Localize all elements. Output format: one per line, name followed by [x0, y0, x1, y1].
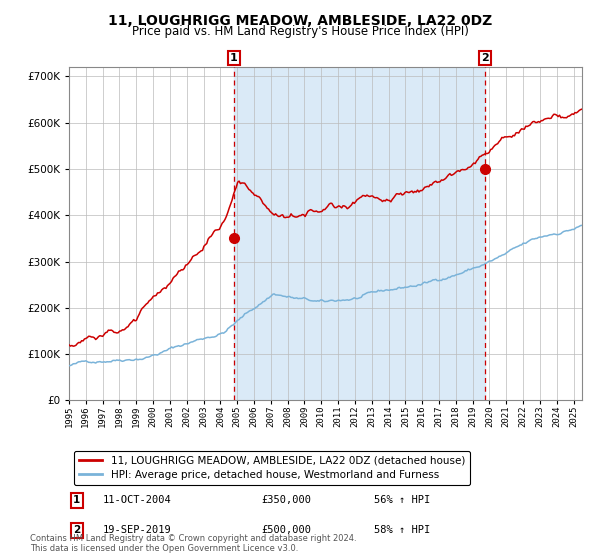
Text: 2: 2 [73, 525, 80, 535]
Text: £350,000: £350,000 [262, 496, 311, 505]
Text: 11-OCT-2004: 11-OCT-2004 [103, 496, 171, 505]
Text: 2: 2 [481, 53, 488, 63]
Text: 1: 1 [230, 53, 238, 63]
Text: 11, LOUGHRIGG MEADOW, AMBLESIDE, LA22 0DZ: 11, LOUGHRIGG MEADOW, AMBLESIDE, LA22 0D… [108, 14, 492, 28]
Text: 1: 1 [73, 496, 80, 505]
Text: £500,000: £500,000 [262, 525, 311, 535]
Text: 19-SEP-2019: 19-SEP-2019 [103, 525, 171, 535]
Text: 58% ↑ HPI: 58% ↑ HPI [374, 525, 430, 535]
Text: 56% ↑ HPI: 56% ↑ HPI [374, 496, 430, 505]
Text: Contains HM Land Registry data © Crown copyright and database right 2024.
This d: Contains HM Land Registry data © Crown c… [30, 534, 356, 553]
Legend: 11, LOUGHRIGG MEADOW, AMBLESIDE, LA22 0DZ (detached house), HPI: Average price, : 11, LOUGHRIGG MEADOW, AMBLESIDE, LA22 0D… [74, 451, 470, 485]
Text: Price paid vs. HM Land Registry's House Price Index (HPI): Price paid vs. HM Land Registry's House … [131, 25, 469, 38]
Bar [233, 67, 485, 400]
